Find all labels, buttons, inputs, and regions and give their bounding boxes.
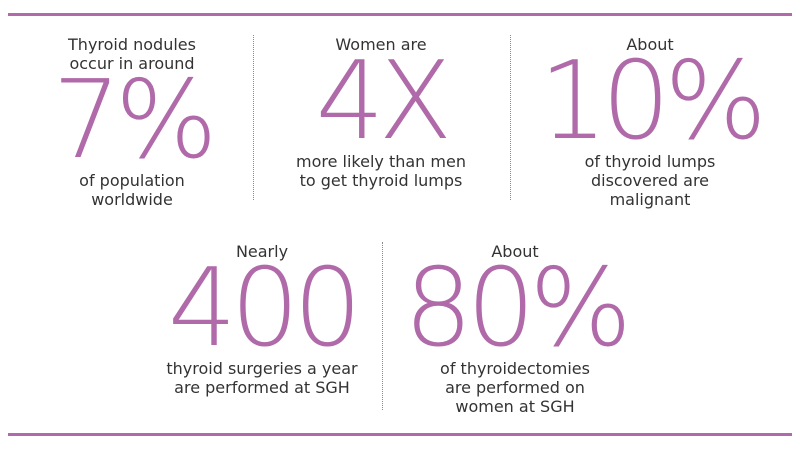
top-rule xyxy=(8,13,792,16)
stat-tail: worldwide xyxy=(91,190,173,209)
stat-tail: more likely than men xyxy=(296,152,466,171)
separator xyxy=(382,242,383,410)
stat-figure: 4X xyxy=(315,39,453,164)
separator xyxy=(253,35,254,200)
stat-figure: 400 xyxy=(167,246,362,371)
stat-block: Nearly 400 thyroid surgeries a year are per… xyxy=(132,242,392,397)
stat-tail: are performed on xyxy=(445,378,585,397)
stat-tail: thyroid surgeries a year xyxy=(166,359,358,378)
stat-tail: malignant xyxy=(609,190,691,209)
stat-lead: About xyxy=(491,242,539,261)
stat-tail: of thyroidectomies xyxy=(440,359,590,378)
stat-lead: Women are xyxy=(335,35,427,54)
stat-tail: of thyroid lumps xyxy=(584,152,716,171)
stat-figure: 10% xyxy=(538,39,767,164)
stat-tail: to get thyroid lumps xyxy=(299,171,463,190)
stat-tail: are performed at SGH xyxy=(174,378,350,397)
stat-tail: discovered are xyxy=(590,171,710,190)
stat-lead: occur in around xyxy=(69,54,195,73)
stat-figure: 7% xyxy=(52,58,217,183)
stat-block: About 80% of thyroidectomies are performed … xyxy=(385,242,645,416)
stat-tail: of population xyxy=(79,171,185,190)
stat-lead: Nearly xyxy=(235,242,289,261)
stat-lead: Thyroid nodules xyxy=(68,35,196,54)
stat-block: About 10% of thyroid lumps discovered are ma… xyxy=(520,35,780,209)
stat-lead: About xyxy=(626,35,674,54)
stat-block: Women are 4X more likely than men to get th… xyxy=(251,35,511,190)
separator xyxy=(510,35,511,200)
stat-figure: 80% xyxy=(403,246,632,371)
bottom-rule xyxy=(8,433,792,436)
stat-block: Thyroid nodules occur in around 7% of popul… xyxy=(2,35,262,209)
stat-tail: women at SGH xyxy=(455,397,575,416)
